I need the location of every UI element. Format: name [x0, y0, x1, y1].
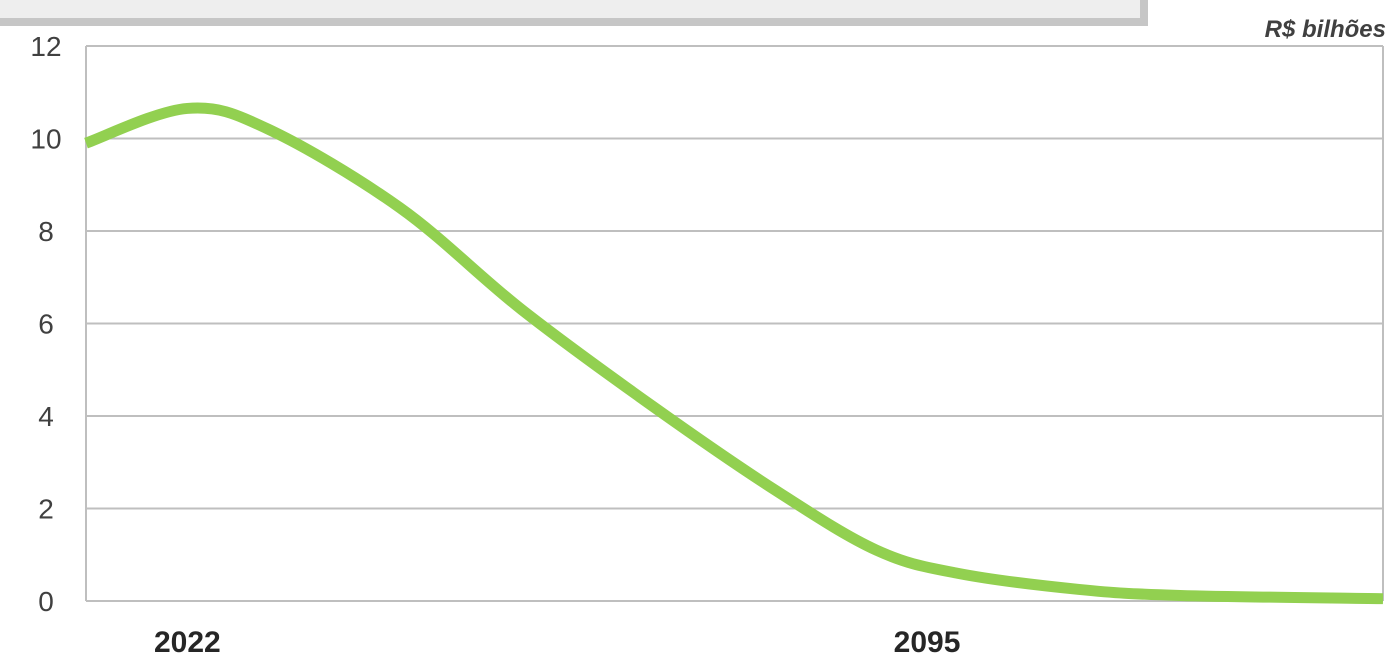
x-tick-labels: 2022 2095	[154, 626, 960, 658]
gridlines	[86, 46, 1383, 509]
y-tick-label-2: 2	[38, 494, 54, 525]
y-tick-label-10: 10	[30, 124, 61, 155]
y-tick-label-12: 12	[30, 31, 61, 62]
y-tick-label-0: 0	[38, 586, 54, 617]
y-tick-labels: 0 2 4 6 8 10 12	[30, 31, 61, 617]
series-layer	[86, 108, 1383, 599]
y-tick-label-6: 6	[38, 309, 54, 340]
x-tick-label-2095: 2095	[894, 626, 961, 658]
y-tick-label-4: 4	[38, 401, 54, 432]
y-tick-label-8: 8	[38, 216, 54, 247]
x-tick-label-2022: 2022	[154, 626, 221, 658]
series-line-0	[86, 108, 1383, 599]
